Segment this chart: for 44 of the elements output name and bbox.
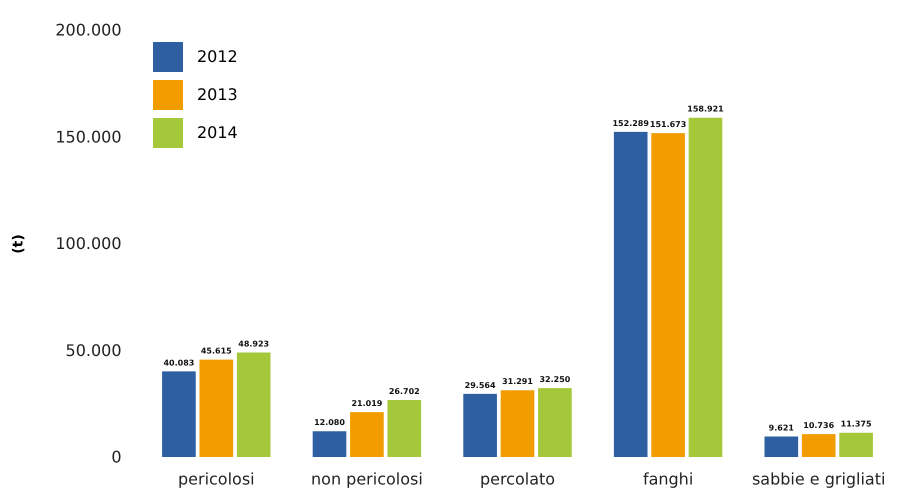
bar <box>162 371 196 457</box>
data-label: 12.080 <box>314 418 346 428</box>
bar <box>688 118 722 457</box>
bar <box>236 352 271 457</box>
x-tick-label: non pericolosi <box>311 470 423 488</box>
legend-label: 2014 <box>197 123 238 142</box>
data-label: 45.615 <box>200 346 232 356</box>
x-tick-label: sabbie e grigliati <box>752 470 886 488</box>
data-label: 11.375 <box>840 420 872 429</box>
data-label: 40.083 <box>163 358 194 368</box>
data-label: 158.921 <box>687 104 724 114</box>
y-tick-label: 200.000 <box>55 20 122 40</box>
y-tick-label: 150.000 <box>55 127 122 146</box>
x-tick-label: pericolosi <box>178 470 255 488</box>
data-label: 31.291 <box>502 377 534 386</box>
bar <box>500 390 534 457</box>
data-label: 29.564 <box>464 380 496 390</box>
x-tick-label: percolato <box>480 470 556 488</box>
data-label: 152.289 <box>612 118 650 128</box>
bar <box>614 132 648 457</box>
bar <box>802 434 836 457</box>
bar <box>839 432 873 457</box>
bar <box>312 431 346 457</box>
data-label: 10.736 <box>803 421 835 430</box>
bar <box>387 400 422 457</box>
data-label: 26.702 <box>388 386 420 396</box>
legend-label: 2012 <box>197 47 238 66</box>
data-label: 21.019 <box>351 399 383 408</box>
bar <box>463 394 497 457</box>
data-label: 151.673 <box>650 120 686 130</box>
bar <box>199 360 234 457</box>
data-label: 9.621 <box>768 423 794 432</box>
bar <box>764 436 798 457</box>
y-tick-label: 100.000 <box>55 234 122 253</box>
bar <box>538 388 572 457</box>
data-label: 32.250 <box>539 375 571 384</box>
data-label: 48.923 <box>238 340 270 349</box>
y-axis-title: (t) <box>10 234 26 254</box>
legend-label: 2013 <box>197 85 238 104</box>
y-tick-label: 0 <box>111 448 122 466</box>
x-tick-label: fanghi <box>642 470 694 488</box>
bar <box>350 412 384 457</box>
y-tick-label: 50.000 <box>66 340 122 360</box>
bar <box>651 133 685 457</box>
